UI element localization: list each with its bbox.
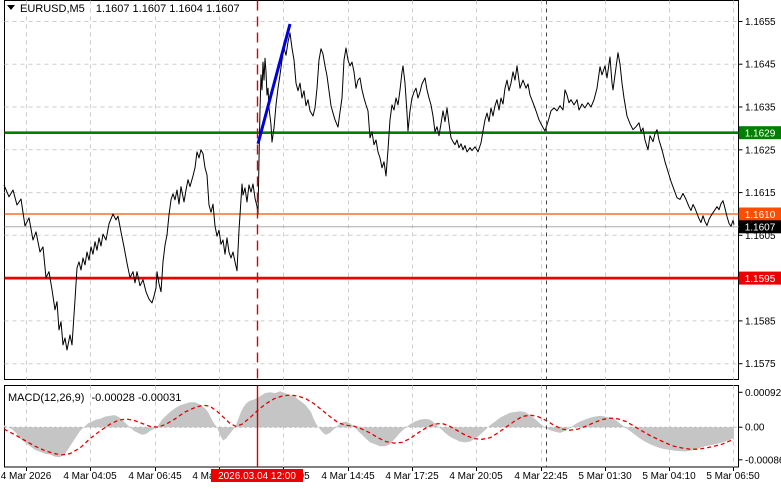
- chart-ohlc-values: 1.1607 1.1607 1.1604 1.1607: [96, 3, 240, 15]
- chart-title: EURUSD,M5 1.1607 1.1607 1.1604 1.1607: [20, 3, 240, 15]
- price-badge-1.1629: [739, 126, 781, 140]
- chart-symbol-label: EURUSD,M5: [20, 3, 85, 15]
- price-label-1.1615: 1.1615: [745, 188, 776, 199]
- price-badge-1.1595: [739, 271, 781, 285]
- price-badge-label-1.1607: 1.1607: [745, 223, 776, 234]
- price-label-1.1605: 1.1605: [745, 231, 776, 242]
- trend-line[interactable]: [256, 23, 292, 145]
- price-badge-label-1.1629: 1.1629: [745, 129, 776, 140]
- time-label-6: 4 Mar 17:25: [385, 471, 439, 482]
- price-axis-scale[interactable]: [739, 0, 781, 467]
- price-label-1.1575: 1.1575: [745, 359, 776, 370]
- price-label-1.1655: 1.1655: [745, 17, 776, 28]
- price-line: [3, 32, 735, 351]
- time-label-7: 4 Mar 20:05: [449, 471, 503, 482]
- macd-label--0.00086: -0.00086: [745, 455, 781, 466]
- time-label-0: 4 Mar 2026: [1, 471, 52, 482]
- macd-signal-line: [3, 394, 735, 456]
- macd-label-0.00: 0.00: [745, 423, 765, 434]
- price-label-1.1585: 1.1585: [745, 316, 776, 327]
- price-label-1.1645: 1.1645: [745, 60, 776, 71]
- time-label-2: 4 Mar 06:45: [128, 471, 182, 482]
- time-label-1: 4 Mar 04:05: [63, 471, 117, 482]
- main-chart-panel[interactable]: [4, 0, 739, 380]
- time-label-11: 5 Mar 06:50: [706, 471, 760, 482]
- price-badge-1.1607: [739, 220, 781, 234]
- time-label-5: 4 Mar 14:45: [321, 471, 375, 482]
- time-badge-label: 2026.03.04 12:00: [218, 471, 296, 482]
- macd-indicator-values: -0.00028 -0.00031: [91, 392, 181, 404]
- time-axis-scale[interactable]: [0, 468, 781, 489]
- macd-indicator-name: MACD(12,26,9): [8, 392, 84, 404]
- macd-label-0.00092: 0.00092: [745, 388, 781, 399]
- price-label-1.1625: 1.1625: [745, 145, 776, 156]
- time-label-9: 5 Mar 01:30: [578, 471, 632, 482]
- price-badge-label-1.1610: 1.1610: [745, 210, 776, 221]
- symbol-dropdown-arrow-icon[interactable]: [7, 5, 15, 10]
- macd-histogram: [4, 391, 734, 458]
- time-label-10: 5 Mar 04:10: [642, 471, 696, 482]
- macd-indicator-title: MACD(12,26,9) -0.00028 -0.00031: [8, 392, 181, 404]
- time-badge: [211, 469, 303, 482]
- price-label-1.1635: 1.1635: [745, 103, 776, 114]
- price-badge-label-1.1595: 1.1595: [745, 274, 776, 285]
- price-badge-1.1610: [739, 207, 781, 221]
- time-label-8: 4 Mar 22:45: [514, 471, 568, 482]
